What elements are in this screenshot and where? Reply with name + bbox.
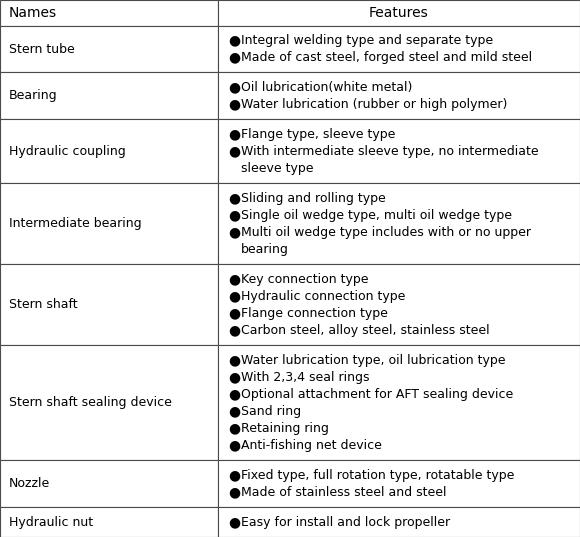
- Bar: [0, 264, 218, 345]
- Text: Intermediate bearing: Intermediate bearing: [9, 217, 141, 230]
- Text: ●: ●: [228, 191, 240, 205]
- Bar: [0, 507, 218, 537]
- Text: Stern shaft sealing device: Stern shaft sealing device: [9, 396, 172, 409]
- Text: With 2,3,4 seal rings: With 2,3,4 seal rings: [241, 371, 369, 383]
- Text: ●: ●: [228, 272, 240, 286]
- Text: Made of stainless steel and steel: Made of stainless steel and steel: [241, 486, 447, 499]
- Text: Optional attachment for AFT sealing device: Optional attachment for AFT sealing devi…: [241, 388, 513, 401]
- Bar: [218, 72, 580, 119]
- Text: Hydraulic connection type: Hydraulic connection type: [241, 289, 405, 303]
- Text: sleeve type: sleeve type: [241, 162, 313, 175]
- Text: ●: ●: [228, 127, 240, 141]
- Text: ●: ●: [228, 323, 240, 337]
- Text: Oil lubrication(white metal): Oil lubrication(white metal): [241, 81, 412, 94]
- Bar: [0, 72, 218, 119]
- Bar: [0, 460, 218, 507]
- Bar: [0, 345, 218, 460]
- Text: Water lubrication type, oil lubrication type: Water lubrication type, oil lubrication …: [241, 354, 505, 367]
- Text: Hydraulic coupling: Hydraulic coupling: [9, 145, 125, 158]
- Bar: [218, 460, 580, 507]
- Text: ●: ●: [228, 370, 240, 384]
- Bar: [218, 0, 580, 26]
- Text: Retaining ring: Retaining ring: [241, 422, 329, 435]
- Text: Stern tube: Stern tube: [9, 42, 74, 55]
- Text: Fixed type, full rotation type, rotatable type: Fixed type, full rotation type, rotatabl…: [241, 469, 514, 482]
- Text: Integral welding type and separate type: Integral welding type and separate type: [241, 34, 493, 47]
- Text: ●: ●: [228, 485, 240, 499]
- Text: ●: ●: [228, 468, 240, 482]
- Text: Made of cast steel, forged steel and mild steel: Made of cast steel, forged steel and mil…: [241, 51, 532, 64]
- Bar: [218, 507, 580, 537]
- Text: Features: Features: [369, 6, 429, 20]
- Text: Sand ring: Sand ring: [241, 405, 301, 418]
- Text: Stern shaft: Stern shaft: [9, 298, 77, 311]
- Text: ●: ●: [228, 50, 240, 64]
- Text: Sliding and rolling type: Sliding and rolling type: [241, 192, 386, 205]
- Text: Key connection type: Key connection type: [241, 273, 368, 286]
- Bar: [218, 345, 580, 460]
- Text: Carbon steel, alloy steel, stainless steel: Carbon steel, alloy steel, stainless ste…: [241, 324, 490, 337]
- Text: Multi oil wedge type includes with or no upper: Multi oil wedge type includes with or no…: [241, 226, 531, 239]
- Text: With intermediate sleeve type, no intermediate: With intermediate sleeve type, no interm…: [241, 145, 539, 158]
- Text: Hydraulic nut: Hydraulic nut: [9, 516, 93, 528]
- Text: Flange type, sleeve type: Flange type, sleeve type: [241, 128, 396, 141]
- Bar: [0, 183, 218, 264]
- Text: Bearing: Bearing: [9, 89, 57, 103]
- Text: ●: ●: [228, 422, 240, 436]
- Text: ●: ●: [228, 306, 240, 320]
- Text: ●: ●: [228, 353, 240, 367]
- Text: ●: ●: [228, 208, 240, 222]
- Bar: [0, 0, 218, 26]
- Text: bearing: bearing: [241, 243, 289, 256]
- Text: ●: ●: [228, 33, 240, 47]
- Text: ●: ●: [228, 226, 240, 240]
- Bar: [218, 264, 580, 345]
- Bar: [218, 119, 580, 183]
- Text: ●: ●: [228, 387, 240, 401]
- Bar: [218, 183, 580, 264]
- Text: ●: ●: [228, 404, 240, 418]
- Text: ●: ●: [228, 81, 240, 95]
- Text: Names: Names: [9, 6, 57, 20]
- Text: ●: ●: [228, 97, 240, 111]
- Bar: [0, 119, 218, 183]
- Text: Water lubrication (rubber or high polymer): Water lubrication (rubber or high polyme…: [241, 98, 508, 111]
- Text: Single oil wedge type, multi oil wedge type: Single oil wedge type, multi oil wedge t…: [241, 209, 512, 222]
- Text: Anti-fishing net device: Anti-fishing net device: [241, 439, 382, 452]
- Text: ●: ●: [228, 438, 240, 452]
- Bar: [0, 26, 218, 72]
- Text: Easy for install and lock propeller: Easy for install and lock propeller: [241, 516, 450, 528]
- Text: Nozzle: Nozzle: [9, 477, 50, 490]
- Text: ●: ●: [228, 289, 240, 303]
- Text: ●: ●: [228, 144, 240, 158]
- Text: Flange connection type: Flange connection type: [241, 307, 388, 320]
- Text: ●: ●: [228, 515, 240, 529]
- Bar: [218, 26, 580, 72]
